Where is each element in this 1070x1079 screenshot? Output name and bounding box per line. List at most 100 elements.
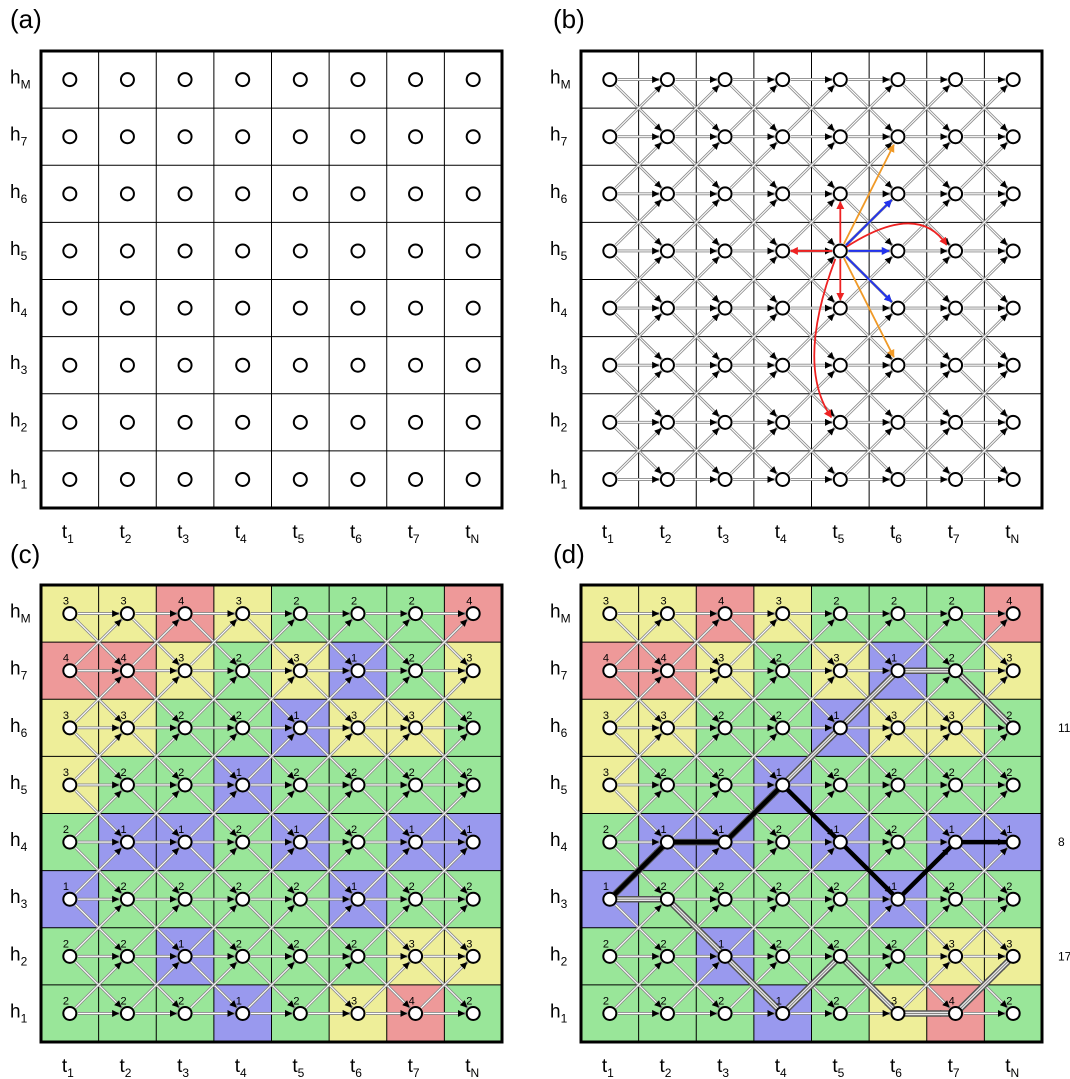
cell-value: 4	[178, 596, 184, 608]
edge-arrow	[190, 676, 237, 723]
state-node	[832, 891, 848, 907]
state-node	[890, 186, 906, 202]
row-label-base: h	[10, 296, 21, 317]
col-label: t3	[717, 1056, 729, 1079]
col-label-sub: 6	[355, 532, 362, 546]
state-node	[659, 834, 675, 850]
row-label-base: h	[550, 602, 561, 623]
col-label-sub: 4	[780, 1066, 787, 1079]
state-node	[465, 1005, 481, 1021]
cell-value: 2	[293, 767, 299, 779]
edge-arrow	[420, 905, 468, 952]
edge-arrow	[787, 142, 835, 189]
cell-value: 2	[718, 995, 724, 1007]
edge-arrow	[730, 313, 777, 360]
edge-arrow	[787, 256, 835, 303]
orange-arrow	[843, 144, 895, 245]
row-label: h1	[550, 1001, 568, 1025]
edge-arrow	[672, 371, 720, 418]
state-node	[177, 129, 193, 145]
state-node	[602, 948, 618, 964]
edge-arrow	[845, 85, 893, 132]
state-node	[775, 243, 791, 259]
paths	[607, 667, 1016, 1017]
cell-value: 3	[178, 653, 184, 665]
cell-value: 2	[660, 938, 666, 950]
edge-arrow	[132, 905, 180, 952]
edge-arrow	[363, 790, 410, 837]
state-node	[119, 720, 135, 736]
cell-value: 2	[120, 767, 126, 779]
state-node	[1005, 834, 1021, 850]
row-label-base: h	[10, 68, 21, 89]
state-node	[1005, 129, 1021, 145]
state-node	[602, 414, 618, 430]
state-node	[659, 891, 675, 907]
row-label-base: h	[550, 1001, 561, 1022]
col-label-base: t	[717, 522, 723, 543]
edge-arrow	[960, 428, 1008, 475]
edge-arrow	[903, 85, 950, 132]
col-label-base: t	[235, 1056, 241, 1077]
cell-value: 2	[1006, 995, 1012, 1007]
panel-label: (b)	[553, 4, 585, 34]
row-label-sub: M	[561, 78, 571, 92]
edge-arrow	[903, 371, 950, 418]
row-label-base: h	[10, 125, 21, 146]
col-label: tN	[1005, 1056, 1019, 1079]
cell-value: 3	[63, 710, 69, 722]
state-node	[890, 471, 906, 487]
row-label-sub: 2	[21, 954, 28, 968]
row-label-sub: 3	[561, 897, 568, 911]
state-node	[292, 1005, 308, 1021]
row-label: h4	[10, 830, 28, 854]
state-node	[235, 777, 251, 793]
state-node	[948, 129, 964, 145]
state-node	[62, 414, 78, 430]
col-label: t2	[659, 1056, 671, 1079]
state-node	[350, 720, 366, 736]
cell-value: 1	[236, 767, 242, 779]
row-label: hM	[550, 602, 571, 626]
edge-arrow	[845, 733, 893, 780]
state-node	[292, 300, 308, 316]
edge-arrow	[672, 313, 720, 360]
edge-arrow	[247, 676, 295, 723]
cell-value: 1	[833, 824, 839, 836]
state-node	[465, 720, 481, 736]
state-node	[659, 72, 675, 88]
state-node	[717, 777, 733, 793]
state-node	[119, 663, 135, 679]
state-node	[659, 777, 675, 793]
row-label-base: h	[10, 353, 21, 374]
state-node	[350, 186, 366, 202]
cell-value: 2	[466, 710, 472, 722]
edge-arrow	[132, 619, 180, 666]
panel-label: (c)	[10, 539, 40, 569]
row-label-sub: 3	[21, 363, 28, 377]
row-label: h7	[550, 659, 568, 683]
cell-value: 2	[409, 881, 415, 893]
state-node	[177, 720, 193, 736]
col-label-base: t	[775, 1056, 781, 1077]
edge-arrow	[845, 905, 893, 952]
state-node	[465, 777, 481, 793]
edge-arrow	[960, 313, 1008, 360]
cell-value: 1	[776, 995, 782, 1007]
col-label-base: t	[602, 522, 608, 543]
cell-value: 2	[466, 767, 472, 779]
state-node	[1005, 891, 1021, 907]
edge-arrow	[420, 847, 468, 894]
cell-value: 3	[1006, 938, 1012, 950]
state-node	[119, 72, 135, 88]
state-node	[62, 948, 78, 964]
col-label: t2	[659, 522, 671, 546]
state-node	[62, 777, 78, 793]
col-label: t6	[890, 522, 902, 546]
state-node	[408, 606, 424, 622]
state-node	[602, 663, 618, 679]
cell-value: 1	[776, 767, 782, 779]
edge-arrow	[903, 905, 950, 952]
edge-arrow	[845, 790, 893, 837]
cell-value: 3	[63, 767, 69, 779]
